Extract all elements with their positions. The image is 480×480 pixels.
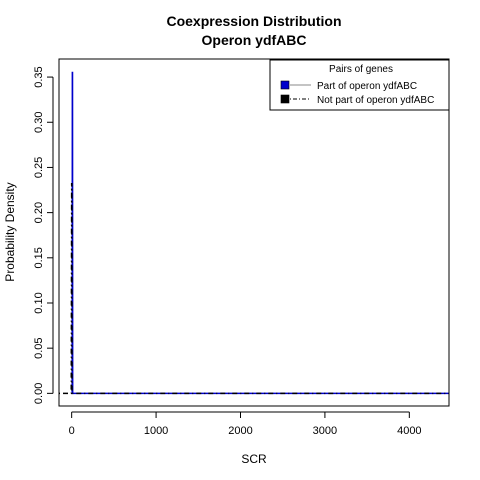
chart-subtitle: Operon ydfABC: [202, 32, 307, 48]
y-axis-label: Probability Density: [3, 182, 17, 281]
x-axis: 0 1000 2000 3000 4000: [69, 411, 422, 437]
x-tick-label: 3000: [313, 425, 337, 437]
y-tick-label: 0.05: [33, 337, 45, 358]
legend-label: Part of operon ydfABC: [317, 81, 417, 92]
y-tick-label: 0.25: [33, 157, 45, 178]
y-tick-label: 0.15: [33, 247, 45, 268]
legend-swatch: [280, 80, 290, 90]
y-tick-label: 0.00: [33, 383, 45, 404]
series-layer: [59, 71, 449, 395]
legend-swatch: [280, 94, 290, 104]
x-axis-label: SCR: [241, 452, 267, 466]
y-tick-label: 0.30: [33, 112, 45, 133]
legend-label: Not part of operon ydfABC: [317, 95, 434, 106]
x-tick-label: 1000: [144, 425, 168, 437]
y-tick-label: 0.20: [33, 202, 45, 223]
x-tick-label: 4000: [397, 425, 421, 437]
y-axis: 0.00 0.05 0.10 0.15 0.20 0.25 0.30 0.35: [33, 66, 54, 404]
legend: Pairs of genes Part of operon ydfABC Not …: [269, 59, 450, 111]
y-tick-label: 0.10: [33, 292, 45, 313]
legend-box: [269, 59, 450, 111]
legend-items: Part of operon ydfABC Not part of operon …: [280, 80, 434, 106]
series-line-2: [59, 182, 449, 395]
plot-frame: [58, 58, 450, 407]
x-tick-label: 0: [69, 425, 75, 437]
legend-title: Pairs of genes: [329, 64, 393, 75]
chart-title: Coexpression Distribution: [166, 13, 341, 29]
x-tick-label: 2000: [228, 425, 252, 437]
y-tick-label: 0.35: [33, 66, 45, 87]
